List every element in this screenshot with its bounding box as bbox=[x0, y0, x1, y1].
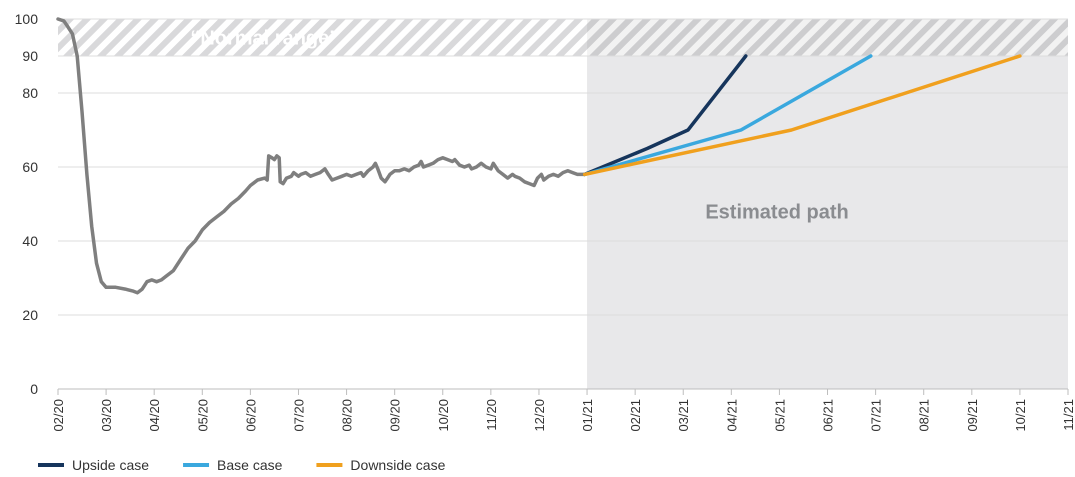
x-tick-label: 04/20 bbox=[147, 399, 162, 432]
y-tick-label: 60 bbox=[22, 159, 38, 175]
x-tick-label: 10/21 bbox=[1013, 399, 1028, 432]
x-tick-label: 05/20 bbox=[195, 399, 210, 432]
x-tick-label: 05/21 bbox=[772, 399, 787, 432]
legend-label-upside: Upside case bbox=[72, 457, 149, 473]
x-tick-label: 10/20 bbox=[436, 399, 451, 432]
x-tick-label: 06/21 bbox=[821, 399, 836, 432]
normal-range-band-shade bbox=[587, 19, 1068, 56]
y-tick-label: 80 bbox=[22, 85, 38, 101]
normal-range-band bbox=[58, 19, 1068, 56]
series-line-upside bbox=[582, 54, 748, 177]
x-tick-label: 12/20 bbox=[532, 399, 547, 432]
x-tick-label: 07/20 bbox=[291, 399, 306, 432]
legend-label-downside: Downside case bbox=[350, 457, 445, 473]
y-tick-label: 100 bbox=[15, 11, 39, 27]
legend-label-base: Base case bbox=[217, 457, 283, 473]
series-line-base bbox=[582, 54, 873, 177]
x-tick-label: 06/20 bbox=[243, 399, 258, 432]
x-tick-label: 07/21 bbox=[869, 399, 884, 432]
x-tick-label: 11/20 bbox=[484, 399, 499, 431]
x-tick-label: 03/20 bbox=[99, 399, 114, 432]
x-tick-label: 04/21 bbox=[724, 399, 739, 432]
y-tick-label: 0 bbox=[30, 381, 38, 397]
x-tick-label: 09/20 bbox=[388, 399, 403, 432]
series-line-historical bbox=[56, 17, 587, 295]
y-tick-label: 90 bbox=[22, 48, 38, 64]
x-tick-label: 03/21 bbox=[676, 399, 691, 432]
normal-range-label: “Normal range” bbox=[190, 28, 339, 50]
series-line-downside bbox=[582, 54, 1022, 177]
x-tick-label: 02/21 bbox=[628, 399, 643, 432]
y-tick-label: 20 bbox=[22, 307, 38, 323]
y-tick-label: 40 bbox=[22, 233, 38, 249]
x-tick-label: 01/21 bbox=[580, 399, 595, 432]
x-tick-label: 11/21 bbox=[1061, 399, 1075, 431]
x-tick-label: 08/20 bbox=[340, 399, 355, 432]
x-tick-label: 09/21 bbox=[965, 399, 980, 432]
x-tick-label: 02/20 bbox=[51, 399, 66, 432]
estimated-path-label: Estimated path bbox=[705, 201, 848, 223]
x-tick-label: 08/21 bbox=[917, 399, 932, 432]
